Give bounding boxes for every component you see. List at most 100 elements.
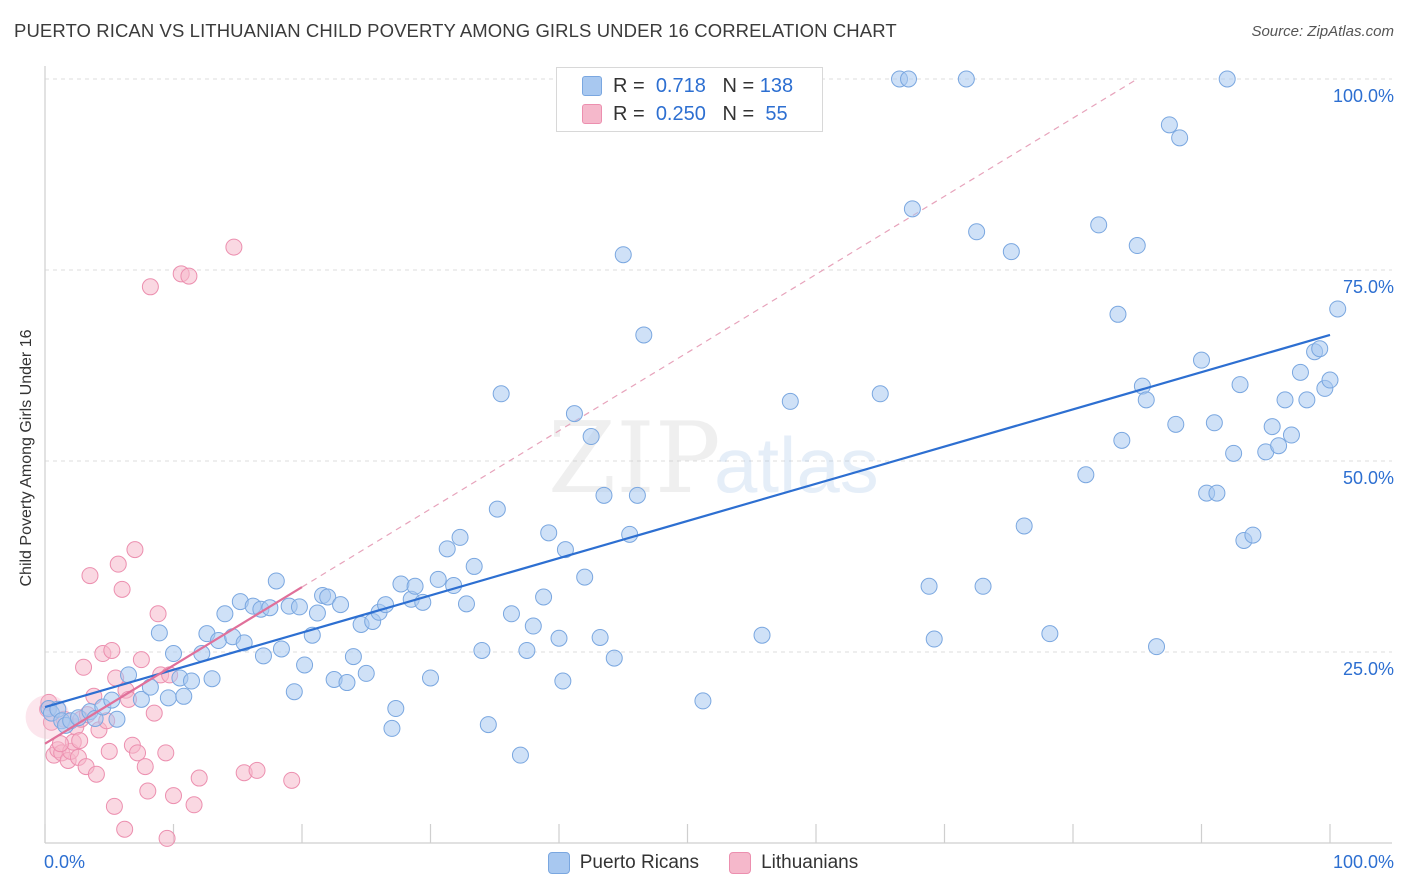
puerto-rican-point	[957, 70, 975, 88]
puerto-rican-point	[1276, 391, 1294, 409]
lithuanian-point	[75, 658, 93, 676]
axes	[44, 66, 1392, 844]
legend-r-label: R =	[613, 102, 645, 125]
puerto-rican-point	[1090, 216, 1108, 234]
puerto-rican-point	[920, 577, 938, 595]
puerto-rican-point	[974, 577, 992, 595]
watermark-atlas: atlas	[714, 421, 879, 509]
lithuanian-point	[180, 267, 198, 285]
puerto-rican-point	[1128, 237, 1146, 255]
puerto-rican-point	[1244, 526, 1262, 544]
lithuanian-point	[81, 567, 99, 585]
puerto-rican-point	[457, 595, 475, 613]
puerto-rican-point	[576, 568, 594, 586]
puerto-rican-point	[1137, 391, 1155, 409]
lithuanian-point	[139, 782, 157, 800]
lithuanian-point	[149, 605, 167, 623]
puerto-rican-point	[1167, 415, 1185, 433]
puerto-rican-point	[614, 246, 632, 264]
lithuanian-point	[113, 580, 131, 598]
puerto-rican-point	[1015, 517, 1033, 535]
puerto-rican-point	[429, 570, 447, 588]
puerto-rican-point	[582, 428, 600, 446]
puerto-rican-point	[319, 588, 337, 606]
puerto-rican-point	[781, 392, 799, 410]
legend-item-puerto-ricans[interactable]: Puerto Ricans	[547, 852, 699, 874]
puerto-rican-point	[479, 716, 497, 734]
puerto-rican-point	[1263, 418, 1281, 436]
y-tick-label: 75.0%	[1342, 277, 1394, 297]
puerto-rican-point	[1329, 300, 1347, 318]
puerto-rican-point	[694, 692, 712, 710]
puerto-rican-point	[535, 588, 553, 606]
lithuanian-trend-line	[44, 586, 303, 745]
puerto-rican-point	[492, 385, 510, 403]
lithuanian-point	[105, 797, 123, 815]
puerto-rican-point	[267, 572, 285, 590]
legend-swatch-blue	[582, 76, 602, 96]
puerto-rican-point	[968, 223, 986, 241]
lithuanian-point	[136, 758, 154, 776]
legend-r-value: 0.250	[655, 102, 706, 125]
puerto-rican-point	[1193, 351, 1210, 369]
x-tick-label-max: 100.0%	[1332, 852, 1394, 872]
lithuanian-point	[248, 761, 266, 779]
puerto-rican-point	[550, 629, 568, 647]
puerto-rican-point	[1205, 414, 1223, 432]
puerto-rican-point	[422, 669, 439, 687]
watermark: ZIP atlas	[548, 402, 879, 516]
lithuanian-point	[129, 744, 147, 762]
puerto-rican-point	[903, 200, 921, 218]
puerto-rican-point	[1109, 305, 1127, 323]
lithuanian-point	[103, 641, 121, 659]
puerto-rican-point	[392, 575, 410, 593]
lithuanian-point	[190, 769, 208, 787]
lithuanian-point	[71, 732, 89, 750]
trend-lines	[44, 333, 1331, 745]
y-tick-label: 25.0%	[1342, 659, 1394, 679]
puerto-rican-point	[203, 670, 221, 688]
lithuanian-point	[109, 555, 127, 573]
gridlines	[45, 78, 1392, 653]
legend-row-lithuanians: R = 0.250 N = 55	[582, 101, 788, 127]
source-label: Source: ZipAtlas.com	[1251, 23, 1394, 40]
lithuanian-trend-extension	[301, 78, 1138, 588]
puerto-rican-point	[308, 604, 326, 622]
puerto-rican-point	[925, 630, 943, 648]
lithuanian-point	[165, 787, 182, 805]
puerto-rican-point	[254, 647, 272, 665]
lithuanian-point	[145, 704, 163, 722]
x-tick-label-min: 0.0%	[44, 852, 86, 872]
puerto-rican-point	[406, 577, 424, 595]
puerto-rican-trend-line	[44, 333, 1331, 709]
puerto-rican-point	[1218, 70, 1236, 88]
puerto-rican-point	[175, 687, 193, 705]
legend-swatch-lithuanians	[729, 852, 752, 874]
puerto-rican-point	[1041, 625, 1059, 643]
puerto-rican-point	[628, 486, 646, 504]
puerto-rican-point	[150, 624, 168, 642]
puerto-rican-point	[554, 672, 572, 690]
puerto-rican-point	[332, 596, 350, 614]
legend-r-label: R =	[613, 74, 645, 97]
legend-label-lithuanians: Lithuanians	[761, 852, 859, 873]
lithuanian-point	[87, 765, 105, 783]
puerto-rican-point	[595, 486, 613, 504]
puerto-rican-point	[387, 700, 405, 718]
puerto-rican-point	[165, 645, 182, 663]
legend-item-lithuanians[interactable]: Lithuanians	[729, 852, 858, 874]
puerto-rican-point	[900, 70, 918, 88]
puerto-rican-point	[511, 746, 529, 764]
puerto-rican-point	[383, 719, 401, 737]
trend-extension	[301, 78, 1138, 588]
puerto-rican-point	[635, 326, 653, 344]
puerto-rican-point	[502, 605, 520, 623]
puerto-rican-point	[1291, 363, 1309, 381]
lithuanian-point	[185, 796, 203, 814]
puerto-rican-point	[290, 598, 308, 616]
puerto-rican-point	[451, 528, 469, 546]
legend-swatch-pink	[582, 104, 602, 124]
puerto-rican-point	[141, 678, 159, 696]
legend-n-label: N =	[722, 74, 755, 97]
puerto-rican-point	[1225, 444, 1243, 462]
